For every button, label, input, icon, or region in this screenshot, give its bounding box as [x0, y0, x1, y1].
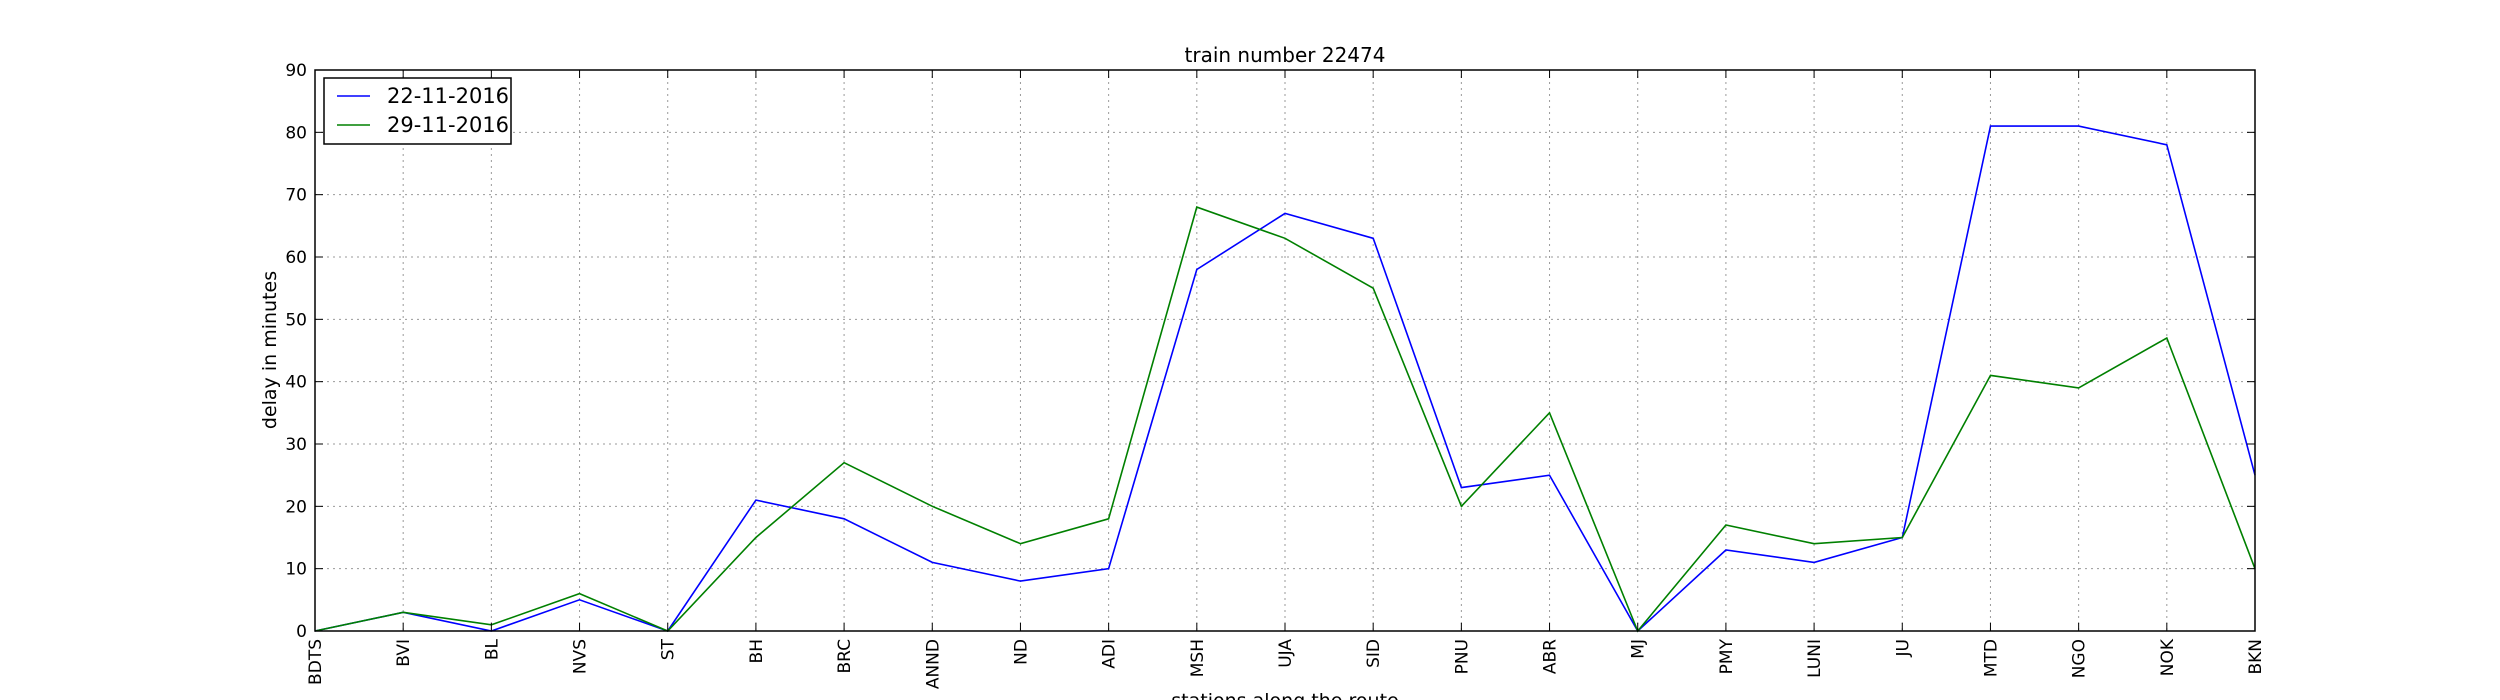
- x-tick-label: JU: [1893, 639, 1913, 657]
- chart-title: train number 22474: [1185, 43, 1386, 67]
- x-tick-label: LUNI: [1805, 639, 1825, 678]
- x-tick-label: BVI: [394, 639, 414, 667]
- x-tick-label: NVS: [571, 639, 591, 674]
- x-tick-label: ABR: [1541, 639, 1561, 674]
- y-tick-label: 10: [285, 560, 307, 580]
- x-tick-label: NOK: [2158, 638, 2178, 676]
- x-tick-label: ANND: [923, 639, 943, 689]
- y-tick-label: 60: [285, 248, 307, 268]
- x-tick-label: PNU: [1452, 639, 1472, 674]
- y-tick-label: 0: [296, 622, 307, 642]
- x-tick-label: ND: [1011, 639, 1031, 665]
- legend-box: [323, 77, 512, 145]
- x-tick-label: UJA: [1276, 639, 1296, 668]
- series-lines: [314, 125, 2256, 633]
- y-tick-label: 50: [285, 310, 307, 330]
- x-axis-label: stations along the route: [1171, 690, 1398, 700]
- x-tick-label: BRC: [835, 639, 855, 674]
- y-axis-label: delay in minutes: [259, 271, 281, 429]
- x-tick-label: ST: [659, 638, 679, 660]
- x-tick-label: BL: [482, 638, 502, 660]
- x-tick-label: MTD: [1981, 639, 2001, 677]
- x-tick-label: BH: [747, 639, 767, 663]
- x-tick-label: PMY: [1717, 638, 1737, 674]
- y-tick-label: 70: [285, 186, 307, 206]
- grid-lines: [314, 69, 2256, 632]
- x-tick-label: SID: [1364, 639, 1384, 668]
- y-tick-label: 80: [285, 123, 307, 143]
- y-tick-label: 30: [285, 435, 307, 455]
- x-tick-label: ADI: [1100, 639, 1120, 669]
- legend-label-series-1: 22-11-2016: [387, 84, 509, 108]
- x-tick-label: MSH: [1188, 639, 1208, 677]
- x-tick-label: BKN: [2246, 639, 2266, 675]
- series-line-1: [314, 125, 2256, 633]
- x-tick-label: MJ: [1629, 639, 1649, 659]
- legend-label-series-2: 29-11-2016: [387, 113, 509, 137]
- y-tick-label: 20: [285, 497, 307, 517]
- axis-ticks: 0 10 20 30 40 50 60 70 80 90 BDTS BVI BL NVS ST BH BRC AN…: [285, 61, 2266, 689]
- x-tick-label: BDTS: [306, 639, 326, 685]
- y-tick-label: 40: [285, 373, 307, 393]
- legend: 22-11-2016 29-11-2016: [323, 77, 512, 145]
- y-tick-label: 90: [285, 61, 307, 81]
- x-tick-label: NGO: [2070, 639, 2090, 678]
